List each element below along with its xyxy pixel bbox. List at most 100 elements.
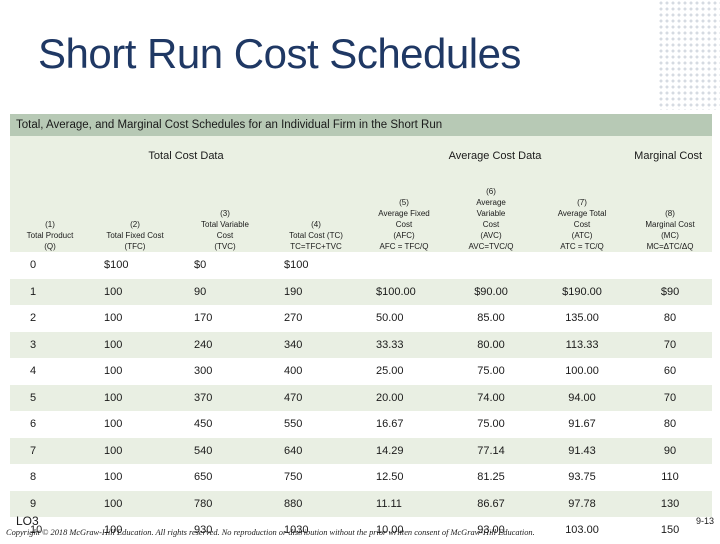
table-cell: 100 [90,411,180,438]
table-cell: 450 [180,411,270,438]
table-cell: 470 [270,384,363,411]
table-cell: 270 [270,305,363,332]
table-cell: 80 [628,305,713,332]
table-cell: 94.00 [536,384,629,411]
group-header-row: Total Cost Data Average Cost Data Margin… [10,136,713,176]
table-cell: 1030 [270,517,363,544]
column-header-line: (1) [45,220,55,229]
table-cell: 2 [10,305,90,332]
table-cell: 75.00 [446,411,537,438]
table-cell: 11.11 [362,490,447,517]
column-header-line: AVC=TVC/Q [468,242,514,251]
group-marginal-cost: Marginal Cost [628,136,713,176]
column-header-line: (2) [130,220,140,229]
column-header-line: (4) [311,220,321,229]
table-row: 0 $100 $0 $100 [10,252,713,279]
table-cell [628,252,713,279]
column-header-line: (ATC) [571,231,593,240]
table-cell: 113.33 [536,331,629,358]
column-header-line: (MC) [661,231,679,240]
table-cell: 370 [180,384,270,411]
table-cell: 80 [628,411,713,438]
table-cell [362,252,447,279]
table-row: 6 100 450 550 16.67 75.00 91.67 80 [10,411,713,438]
table-cell: 80.00 [446,331,537,358]
cost-schedule-table: Total Cost Data Average Cost Data Margin… [10,136,713,544]
column-header-line: Total Cost (TC) [289,231,343,240]
column-header-4: (4) Total Cost (TC) TC=TFC+TVC [270,176,363,252]
table-cell: 100 [90,437,180,464]
learning-objective-label: LO3 [16,514,39,528]
table-cell: 540 [180,437,270,464]
table-cell: $100 [90,252,180,279]
table-cell: 86.67 [446,490,537,517]
table-row: 9 100 780 880 11.11 86.67 97.78 130 [10,490,713,517]
column-header-7: (7) Average Total Cost (ATC) ATC = TC/Q [536,176,629,252]
table-row: 5 100 370 470 20.00 74.00 94.00 70 [10,384,713,411]
table-cell: 0 [10,252,90,279]
column-header-line: (Q) [44,242,56,251]
table-cell: 100 [90,278,180,305]
column-header-2: (2) Total Fixed Cost (TFC) [90,176,180,252]
table-cell [446,252,537,279]
table-cell: 4 [10,358,90,385]
column-header-line: (AVC) [480,231,502,240]
table-cell: 100 [90,358,180,385]
column-header-line: (5) [399,198,409,207]
table-cell: 190 [270,278,363,305]
table-cell: 60 [628,358,713,385]
copyright-notice: Copyright © 2018 McGraw-Hill Education. … [6,528,535,537]
table-cell: 100 [90,331,180,358]
column-header-line: ATC = TC/Q [560,242,604,251]
group-average-cost: Average Cost Data [362,136,629,176]
column-header-line: Average Total [557,209,607,218]
table-row: 2 100 170 270 50.00 85.00 135.00 80 [10,305,713,332]
table-cell: 20.00 [362,384,447,411]
table-cell: 16.67 [362,411,447,438]
table-cell: 100.00 [536,358,629,385]
column-header-line: Average Fixed [378,209,430,218]
table-cell: 3 [10,331,90,358]
column-header-line: Average [476,198,506,207]
table-cell: $190.00 [536,278,629,305]
table-cell: $90 [628,278,713,305]
table-cell: 650 [180,464,270,491]
column-header-line: TC=TFC+TVC [290,242,342,251]
table-cell: 6 [10,411,90,438]
table-cell: 100 [90,490,180,517]
table-cell: 10.00 [362,517,447,544]
column-header-5: (5) Average Fixed Cost (AFC) AFC = TFC/Q [362,176,447,252]
table-cell: 100 [90,464,180,491]
table-cell: 400 [270,358,363,385]
table-cell: 930 [180,517,270,544]
table-cell: 110 [628,464,713,491]
table-row: 7 100 540 640 14.29 77.14 91.43 90 [10,437,713,464]
table-cell: 135.00 [536,305,629,332]
column-header-line: (7) [577,198,587,207]
table-cell: 97.78 [536,490,629,517]
table-cell: 340 [270,331,363,358]
table-cell: 70 [628,384,713,411]
table-cell: 91.43 [536,437,629,464]
column-header-line: Cost [573,220,591,229]
table-cell: 10 [10,517,90,544]
table-cell: 91.67 [536,411,629,438]
column-header-line: Total Fixed Cost [106,231,164,240]
column-header-line: (8) [665,209,675,218]
table-cell: 5 [10,384,90,411]
column-header-line: (6) [486,187,496,196]
table-row: 8 100 650 750 12.50 81.25 93.75 110 [10,464,713,491]
table-cell: $100 [270,252,363,279]
table-cell [536,252,629,279]
table-cell: 1 [10,278,90,305]
table-cell: 85.00 [446,305,537,332]
table-cell: 77.14 [446,437,537,464]
column-header-8: (8) Marginal Cost (MC) MC=ΔTC/ΔQ [628,176,713,252]
column-header-line: Variable [476,209,506,218]
table-cell: 9 [10,490,90,517]
table-banner: Total, Average, and Marginal Cost Schedu… [10,114,712,136]
column-header-row: (1) Total Product (Q) (2) Total Fixed Cost (T… [10,176,713,252]
table-row: 10 100 930 1030 10.00 93.00 103.00 150 [10,517,713,544]
table-row: 3 100 240 340 33.33 80.00 113.33 70 [10,331,713,358]
column-header-line: Total Product [26,231,74,240]
